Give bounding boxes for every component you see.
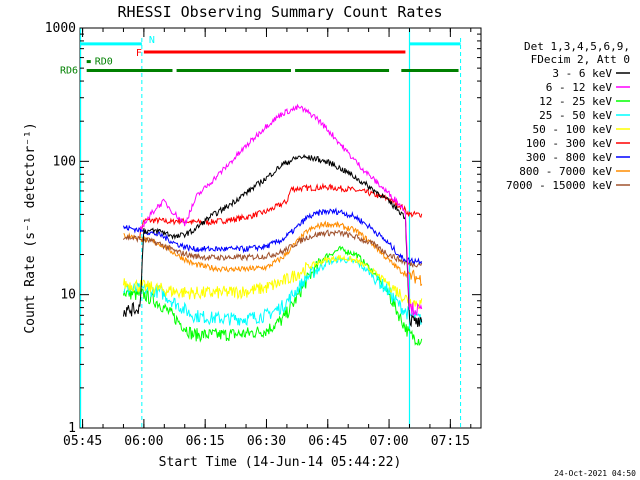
- chart-title: RHESSI Observing Summary Count Rates: [117, 3, 442, 21]
- legend-label: 300 - 800 keV: [526, 151, 612, 164]
- annotation-label-rd0: RD0: [95, 57, 113, 68]
- x-tick-label: 06:15: [186, 434, 225, 449]
- x-tick-label: 06:30: [247, 434, 286, 449]
- x-axis-label: Start Time (14-Jun-14 05:44:22): [159, 455, 402, 470]
- x-tick-label: 07:00: [369, 434, 408, 449]
- x-tick-label: 07:15: [431, 434, 470, 449]
- annotation-label-rd6: RD6: [60, 66, 78, 77]
- series-line: [139, 103, 423, 317]
- legend-label: 7000 - 15000 keV: [506, 179, 612, 192]
- legend-label: 3 - 6 keV: [552, 67, 612, 80]
- legend-header-line-1: Det 1,3,4,5,6,9,: [524, 40, 630, 53]
- series-line: [123, 254, 423, 310]
- legend-label: 25 - 50 keV: [539, 109, 612, 122]
- series-line: [123, 229, 423, 269]
- series-line: [123, 255, 423, 327]
- annotation-label-n: N: [149, 35, 155, 46]
- generation-timestamp: 24-Oct-2021 04:50: [554, 469, 636, 478]
- y-tick-label: 100: [53, 154, 76, 169]
- y-axis-label: Count Rate (s⁻¹ detector⁻¹): [23, 122, 38, 333]
- y-tick-label: 1000: [45, 21, 76, 36]
- legend-label: 100 - 300 keV: [526, 137, 612, 150]
- legend-label: 12 - 25 keV: [539, 95, 612, 108]
- annotation-label-f: F: [136, 48, 142, 59]
- legend-label: 50 - 100 keV: [533, 123, 613, 136]
- series-line: [123, 220, 423, 286]
- x-tick-label: 06:45: [308, 434, 347, 449]
- legend-label: 6 - 12 keV: [546, 81, 613, 94]
- y-tick-label: 1: [68, 421, 76, 436]
- series-line: [139, 182, 423, 239]
- series-line: [123, 207, 423, 265]
- legend-label: 800 - 7000 keV: [519, 165, 612, 178]
- series-line: [123, 153, 423, 328]
- y-tick-label: 10: [60, 288, 76, 303]
- series-line: [123, 245, 423, 347]
- x-tick-label: 06:00: [124, 434, 163, 449]
- x-tick-label: 05:45: [63, 434, 102, 449]
- legend-header-line-2: FDecim 2, Att 0: [531, 53, 630, 66]
